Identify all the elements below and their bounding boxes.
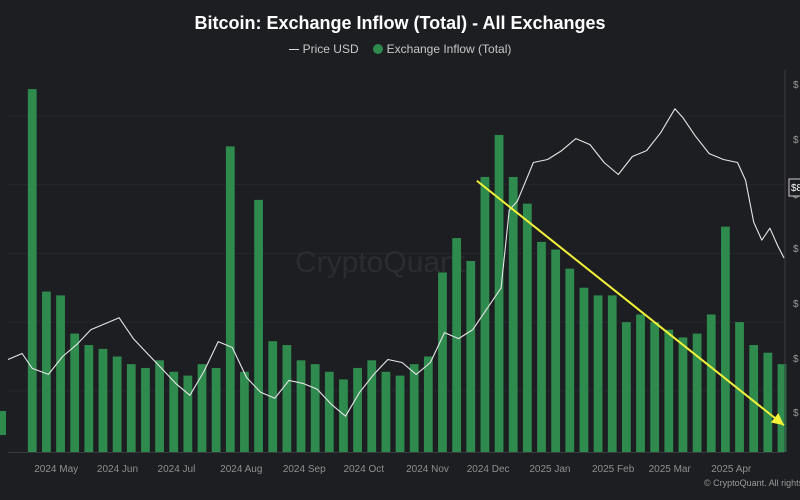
inflow-bar — [324, 371, 334, 452]
x-axis: 2024 May 2024 Jun 2024 Jul 2024 Aug 2024 Sep… — [8, 452, 784, 475]
inflow-bar — [268, 341, 278, 452]
x-tick-label: 2024 Dec — [467, 464, 510, 475]
inflow-bar — [607, 295, 617, 452]
inflow-bar — [423, 356, 433, 452]
left-edge-marker-box — [0, 411, 6, 435]
inflow-bar — [494, 134, 504, 452]
trendline-arrowhead — [770, 413, 784, 426]
inflow-bar — [112, 356, 122, 452]
x-tick-label: 2025 Mar — [649, 464, 692, 475]
current-price-frame — [788, 178, 800, 197]
legend-label-inflow: Exchange Inflow (Total) — [386, 42, 512, 56]
inflow-bar — [621, 322, 631, 452]
inflow-bar — [678, 337, 688, 452]
y-tick-label: $ — [793, 299, 799, 310]
inflow-bar — [84, 345, 94, 452]
chart-title: Bitcoin: Exchange Inflow (Total) - All E… — [194, 13, 606, 33]
inflow-bar — [169, 371, 179, 452]
right-axis: $$$$$$$ — [784, 70, 799, 452]
x-tick-label: 2024 Jul — [158, 464, 196, 475]
y-tick-label: $ — [793, 80, 799, 91]
inflow-bar — [466, 261, 476, 452]
inflow-bar — [126, 364, 136, 452]
inflow-bar — [692, 333, 702, 452]
inflow-bar — [339, 379, 348, 452]
inflow-bar — [296, 360, 306, 452]
inflow-bars — [27, 89, 787, 452]
inflow-bar — [735, 322, 744, 452]
inflow-bar — [155, 360, 164, 452]
inflow-bar — [565, 268, 575, 452]
x-tick-label: 2024 Oct — [343, 464, 384, 475]
dot-swatch-icon — [372, 44, 383, 54]
watermark-text: CryptoQuant — [295, 246, 466, 279]
inflow-bar — [211, 367, 221, 452]
inflow-bar — [98, 348, 108, 452]
inflow-bar — [438, 272, 447, 452]
y-tick-label: $ — [793, 354, 799, 365]
y-tick-label: $ — [793, 135, 799, 146]
trendline — [476, 179, 785, 427]
price-series — [7, 108, 785, 417]
inflow-bar — [56, 295, 65, 452]
line-swatch-icon — [288, 48, 299, 50]
x-tick-label: 2024 May — [34, 464, 78, 475]
legend-label-price: Price USD — [302, 42, 359, 56]
x-tick-label: 2024 Jun — [97, 464, 138, 475]
inflow-bar — [310, 364, 320, 452]
x-tick-label: 2025 Feb — [592, 464, 635, 475]
inflow-bar — [353, 367, 362, 452]
price-line — [7, 108, 785, 417]
inflow-bar — [141, 367, 150, 452]
source-credit: © CryptoQuant. All rights reserved — [704, 478, 800, 488]
inflow-bar — [664, 329, 674, 452]
inflow-bar — [551, 249, 561, 452]
inflow-bar — [225, 146, 235, 452]
inflow-bar — [777, 364, 787, 452]
inflow-bar — [480, 176, 490, 452]
inflow-bar — [183, 375, 193, 452]
inflow-bar — [197, 364, 207, 452]
inflow-bar — [721, 226, 730, 452]
chart-legend: Price USD Exchange Inflow (Total) — [0, 42, 800, 56]
inflow-bar — [240, 371, 249, 452]
x-tick-label: 2025 Jan — [529, 464, 570, 475]
current-price-label: $8 — [791, 183, 800, 194]
inflow-bar — [70, 333, 80, 452]
x-tick-label: 2024 Sep — [283, 464, 326, 475]
inflow-bar — [282, 345, 292, 452]
inflow-bar — [763, 352, 773, 452]
x-tick-label: 2024 Aug — [220, 464, 262, 475]
x-tick-label: 2025 Apr — [711, 464, 752, 475]
inflow-bar — [254, 199, 263, 452]
inflow-bar — [579, 287, 589, 452]
trendline-line — [476, 179, 785, 427]
inflow-bar — [749, 345, 759, 452]
y-tick-label: $ — [793, 408, 799, 419]
inflow-bar — [636, 314, 645, 452]
inflow-bar — [381, 371, 391, 452]
inflow-bar — [522, 203, 532, 452]
y-tick-label: $ — [793, 244, 799, 255]
inflow-bar — [452, 238, 462, 452]
inflow-bar — [367, 360, 377, 452]
inflow-bar — [409, 364, 419, 452]
inflow-bar — [395, 375, 405, 452]
inflow-bar — [508, 176, 518, 452]
inflow-bar — [42, 291, 51, 452]
x-tick-label: 2024 Nov — [406, 464, 449, 475]
inflow-bar — [27, 89, 37, 452]
legend-item-inflow[interactable]: Exchange Inflow (Total) — [372, 42, 512, 56]
left-edge-marker — [0, 411, 6, 435]
inflow-bar — [706, 314, 716, 452]
current-price-box: $8 — [788, 178, 800, 197]
inflow-bar — [537, 241, 546, 452]
inflow-bar — [650, 322, 660, 452]
inflow-bar — [593, 295, 603, 452]
legend-item-price[interactable]: Price USD — [288, 42, 359, 56]
